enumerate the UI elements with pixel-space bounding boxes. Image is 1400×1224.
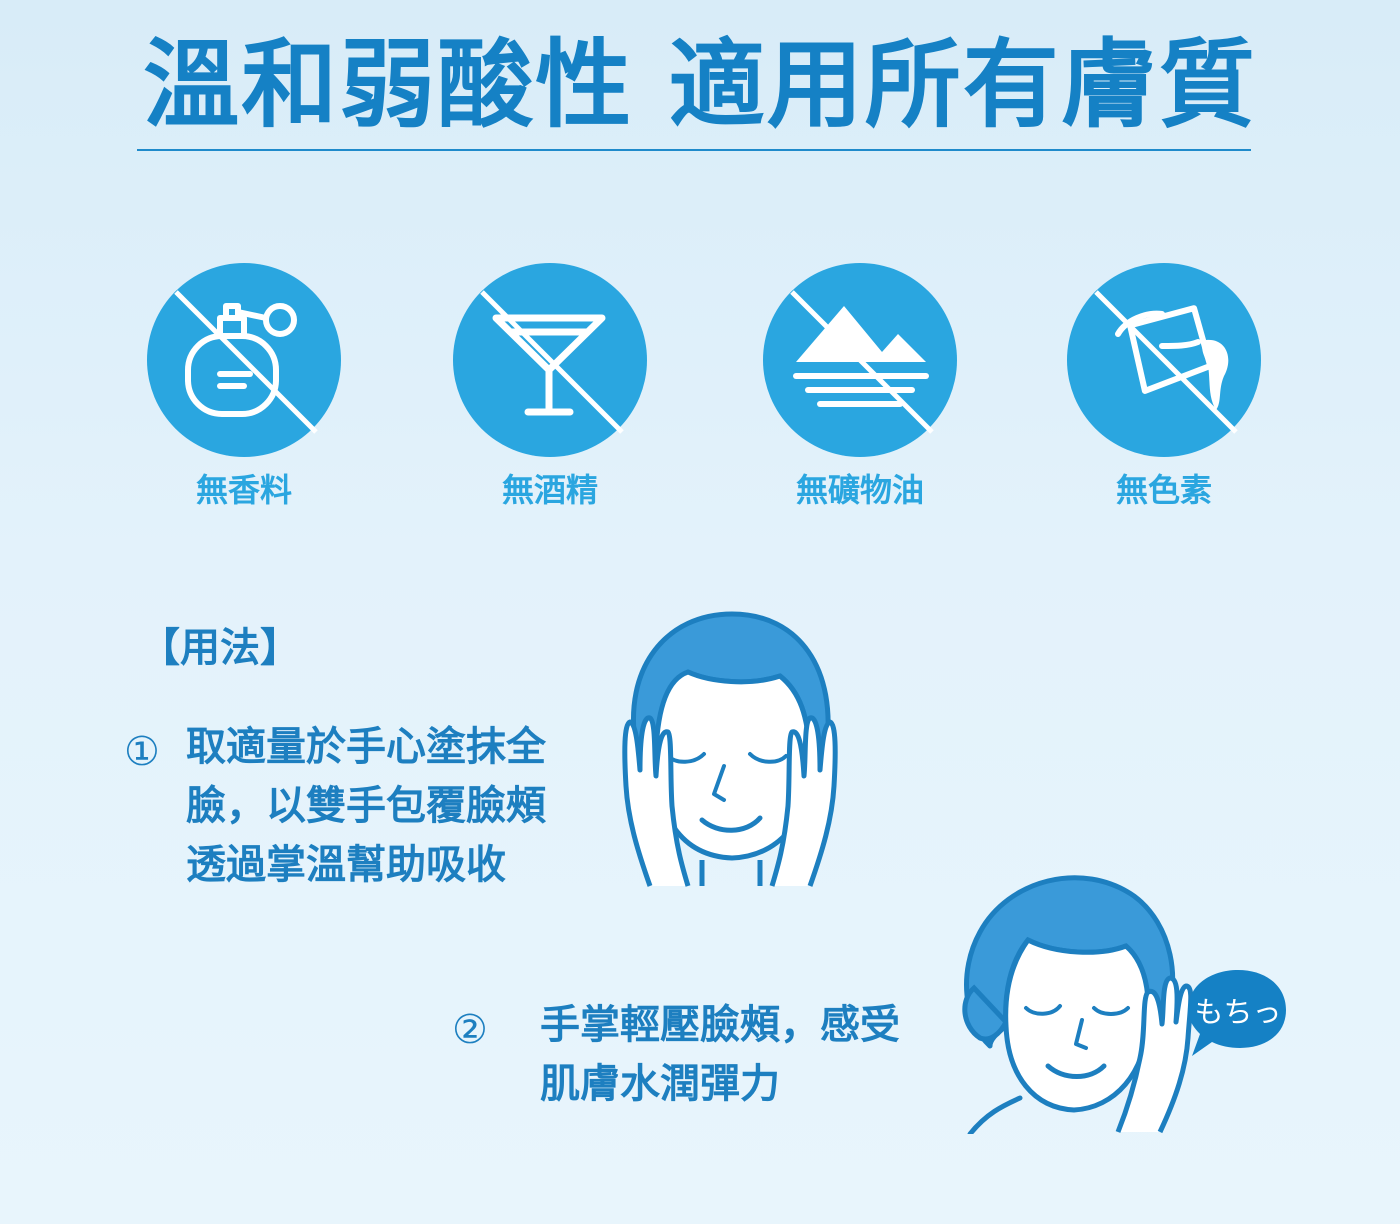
no-alcohol-icon: [453, 263, 647, 457]
no-mineral-oil-icon: [763, 263, 957, 457]
step-1-number: ①: [124, 729, 160, 775]
headline-underline: [137, 149, 1251, 151]
step-1-text: 取適量於手心塗抹全 臉，以雙手包覆臉頰 透過掌溫幫助吸收: [186, 718, 546, 895]
step-1-line-1: 取適量於手心塗抹全: [186, 724, 546, 770]
step-1-line-2: 臉，以雙手包覆臉頰: [186, 783, 546, 829]
step-2-number: ②: [452, 1007, 488, 1053]
feature-label-no-alcohol: 無酒精: [501, 471, 598, 509]
face-illustration-pressing-cheek: [962, 875, 1194, 1134]
no-perfume-icon: [147, 263, 341, 457]
step-2-text: 手掌輕壓臉頰，感受 肌膚水潤彈力: [540, 996, 900, 1114]
step-2-line-1: 手掌輕壓臉頰，感受: [540, 1002, 900, 1048]
face-illustration-hands-on-cheeks: [622, 611, 838, 887]
step-1-line-3: 透過掌溫幫助吸收: [186, 842, 506, 888]
no-colorant-icon: [1067, 263, 1261, 457]
feature-label-no-colorant: 無色素: [1115, 471, 1212, 509]
speech-bubble-text: もちっ: [1194, 995, 1282, 1029]
headline: 溫和弱酸性 適用所有膚質: [143, 29, 1257, 141]
step-2-line-2: 肌膚水潤彈力: [540, 1061, 780, 1107]
feature-label-no-perfume: 無香料: [195, 471, 292, 509]
feature-label-no-mineral-oil: 無礦物油: [795, 471, 924, 509]
speech-bubble-shape: [1188, 970, 1286, 1056]
usage-title: 【用法】: [140, 625, 300, 671]
